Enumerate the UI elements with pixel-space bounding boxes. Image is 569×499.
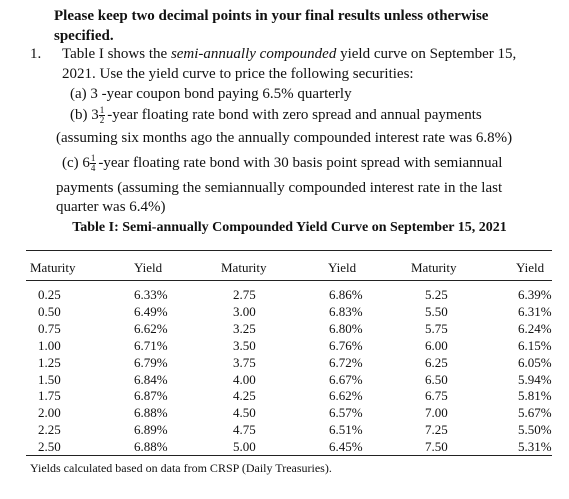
cell-yield: 5.94% <box>518 371 552 387</box>
cell-maturity: 3.25 <box>233 320 256 336</box>
cell-yield: 6.45% <box>329 439 363 455</box>
cell-maturity: 1.25 <box>38 354 61 370</box>
table-title: Table I: Semi-annually Compounded Yield … <box>0 219 569 237</box>
instruction-line-1: Please keep two decimal points in your f… <box>54 8 489 24</box>
cell-maturity: 6.50 <box>425 371 448 387</box>
cell-maturity: 5.50 <box>425 303 448 319</box>
cell-yield: 6.89% <box>134 422 168 438</box>
cell-maturity: 2.00 <box>38 405 61 421</box>
problem-intro-line-2: 2021. Use the yield curve to price the f… <box>62 66 414 82</box>
cell-yield: 6.76% <box>329 337 363 353</box>
cell-yield: 6.57% <box>329 405 363 421</box>
part-b-frac-den: 2 <box>99 115 105 126</box>
table-bottom-rule <box>26 455 552 456</box>
cell-yield: 6.71% <box>134 337 168 353</box>
part-c-prefix: (c) 6 <box>62 155 90 171</box>
cell-yield: 6.79% <box>134 354 168 370</box>
cell-yield: 6.86% <box>329 287 363 302</box>
cell-yield: 6.15% <box>518 337 552 353</box>
cell-maturity: 6.75 <box>425 388 448 404</box>
header-maturity-1: Maturity <box>30 260 76 275</box>
cell-yield: 6.62% <box>329 388 363 404</box>
part-b-prefix: (b) 3 <box>70 107 99 123</box>
cell-yield: 6.88% <box>134 439 168 455</box>
cell-maturity: 0.25 <box>38 287 61 302</box>
cell-yield: 5.31% <box>518 439 552 455</box>
cell-maturity: 4.00 <box>233 371 256 387</box>
cell-yield: 6.31% <box>518 303 552 319</box>
cell-maturity: 0.50 <box>38 303 61 319</box>
part-a: (a) 3 -year coupon bond paying 6.5% quar… <box>70 86 352 102</box>
part-b-line-2: (assuming six months ago the annually co… <box>56 130 513 146</box>
cell-yield: 6.80% <box>329 320 363 336</box>
cell-maturity: 4.75 <box>233 422 256 438</box>
cell-maturity: 7.25 <box>425 422 448 438</box>
cell-yield: 6.39% <box>518 287 552 302</box>
cell-maturity: 5.25 <box>425 287 448 302</box>
cell-maturity: 6.25 <box>425 354 448 370</box>
part-b-line-1: (b) 3 1 2 -year floating rate bond with zer… <box>70 105 540 125</box>
cell-yield: 6.51% <box>329 422 363 438</box>
cell-yield: 6.84% <box>134 371 168 387</box>
cell-maturity: 4.25 <box>233 388 256 404</box>
part-c-line-2: payments (assuming the semiannually comp… <box>56 180 503 196</box>
cell-maturity: 2.75 <box>233 287 256 302</box>
cell-maturity: 3.00 <box>233 303 256 319</box>
cell-yield: 6.83% <box>329 303 363 319</box>
part-c-text: -year floating rate bond with 30 basis p… <box>98 155 503 171</box>
cell-yield: 6.88% <box>134 405 168 421</box>
table-top-rule <box>26 250 552 251</box>
table-title-text: Table I: Semi-annually Compounded Yield … <box>72 220 507 235</box>
part-c-line-1: (c) 6 1 4 -year floating rate bond with 30 … <box>62 153 532 173</box>
cell-maturity: 3.50 <box>233 337 256 353</box>
cell-maturity: 3.75 <box>233 354 256 370</box>
header-yield-1: Yield <box>134 260 163 275</box>
instruction-text: Please keep two decimal points in your f… <box>54 6 534 46</box>
header-yield-2: Yield <box>328 260 357 275</box>
part-c-line-3: quarter was 6.4%) <box>56 199 166 215</box>
cell-yield: 6.05% <box>518 354 552 370</box>
cell-maturity: 1.00 <box>38 337 61 353</box>
cell-maturity: 1.50 <box>38 371 61 387</box>
problem-intro-text-b: yield curve on September 15, <box>336 46 517 62</box>
cell-yield: 6.33% <box>134 287 168 302</box>
cell-maturity: 6.00 <box>425 337 448 353</box>
problem-intro-text-a: Table I shows the <box>62 46 171 62</box>
cell-yield: 6.24% <box>518 320 552 336</box>
cell-maturity: 7.50 <box>425 439 448 455</box>
header-maturity-3: Maturity <box>411 260 457 275</box>
cell-yield: 6.72% <box>329 354 363 370</box>
problem-intro: Table I shows the semi-annually compound… <box>62 44 532 84</box>
table-header-rule <box>26 280 552 281</box>
cell-yield: 6.67% <box>329 371 363 387</box>
cell-maturity: 0.75 <box>38 320 61 336</box>
cell-yield: 6.62% <box>134 320 168 336</box>
problem-number: 1. <box>30 46 42 62</box>
part-c-frac-den: 4 <box>90 163 96 174</box>
cell-yield: 5.50% <box>518 422 552 438</box>
table-footnote: Yields calculated based on data from CRS… <box>30 461 332 475</box>
cell-yield: 5.81% <box>518 388 552 404</box>
problem-intro-line-1: Table I shows the semi-annually compound… <box>62 44 532 64</box>
cell-yield: 5.67% <box>518 405 552 421</box>
header-maturity-2: Maturity <box>221 260 267 275</box>
cell-maturity: 5.75 <box>425 320 448 336</box>
cell-maturity: 7.00 <box>425 405 448 421</box>
part-b-text: -year floating rate bond with zero sprea… <box>107 107 482 123</box>
instruction-line-2: specified. <box>54 28 114 44</box>
cell-maturity: 4.50 <box>233 405 256 421</box>
cell-yield: 6.49% <box>134 303 168 319</box>
problem-intro-italic: semi-annually compounded <box>170 46 337 62</box>
cell-maturity: 2.25 <box>38 422 61 438</box>
header-yield-3: Yield <box>516 260 545 275</box>
cell-yield: 6.87% <box>134 388 168 404</box>
cell-maturity: 2.50 <box>38 439 61 455</box>
cell-maturity: 5.00 <box>233 439 256 455</box>
cell-maturity: 1.75 <box>38 388 61 404</box>
part-c-frac-num: 1 <box>89 153 97 165</box>
part-b-frac-num: 1 <box>98 105 106 117</box>
